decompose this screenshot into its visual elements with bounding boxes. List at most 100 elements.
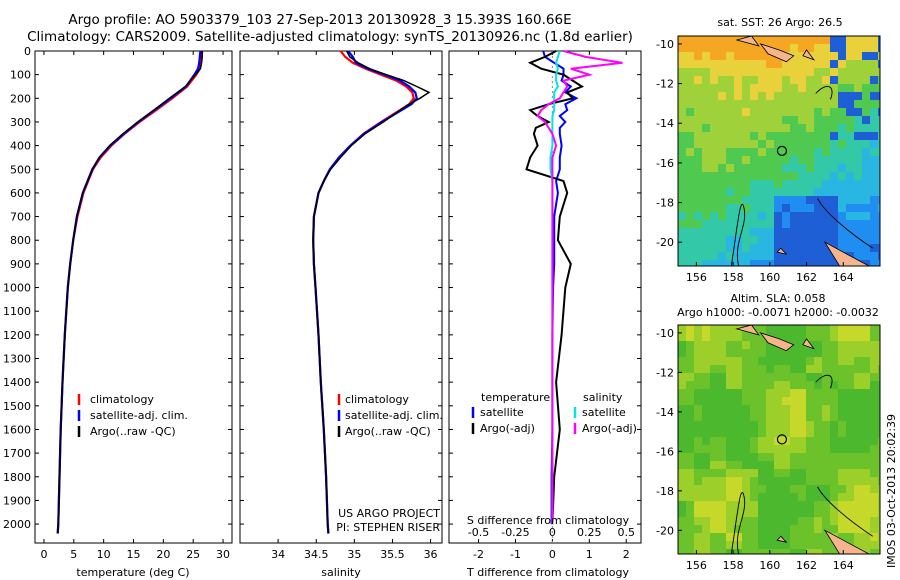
map-cell bbox=[742, 461, 750, 469]
map-cell bbox=[734, 349, 742, 357]
map-cell bbox=[734, 357, 742, 365]
map-cell bbox=[678, 421, 686, 429]
map-cell bbox=[742, 100, 750, 108]
map-cell bbox=[814, 469, 822, 477]
map-cell bbox=[782, 156, 790, 164]
map-cell bbox=[806, 236, 814, 244]
map-cell bbox=[798, 333, 806, 341]
map-cell bbox=[814, 389, 822, 397]
map-cell bbox=[870, 389, 878, 397]
map-cell bbox=[862, 381, 870, 389]
map-cell bbox=[870, 172, 878, 180]
map-cell bbox=[854, 525, 862, 533]
salinity-series-line bbox=[312, 50, 431, 534]
map-cell bbox=[854, 36, 862, 44]
map-cell bbox=[806, 164, 814, 172]
map-cell bbox=[766, 325, 774, 333]
map-cell bbox=[710, 84, 718, 92]
map-cell bbox=[870, 405, 878, 413]
map-cell bbox=[774, 477, 782, 485]
map-cell bbox=[678, 148, 686, 156]
map-cell bbox=[854, 140, 862, 148]
map-cell bbox=[806, 453, 814, 461]
map-cell bbox=[726, 349, 734, 357]
map-cell bbox=[878, 84, 880, 92]
map-cell bbox=[870, 437, 878, 445]
map-cell bbox=[718, 100, 726, 108]
depth-tick-label: 500 bbox=[10, 163, 31, 176]
map-cell bbox=[798, 148, 806, 156]
map-cell bbox=[854, 533, 862, 541]
map-cell bbox=[798, 44, 806, 52]
map-cell bbox=[806, 220, 814, 228]
title-line-1: Argo profile: AO 5903379_103 27-Sep-2013… bbox=[68, 12, 572, 28]
map-cell bbox=[710, 485, 718, 493]
map-cell bbox=[838, 493, 846, 501]
map-cell bbox=[862, 453, 870, 461]
map-cell bbox=[734, 212, 742, 220]
map-cell bbox=[782, 373, 790, 381]
map-cell bbox=[846, 220, 854, 228]
map-cell bbox=[774, 60, 782, 68]
map-cell bbox=[870, 260, 878, 266]
map-cell bbox=[854, 469, 862, 477]
map-cell bbox=[774, 453, 782, 461]
map-cell bbox=[710, 196, 718, 204]
map-cell bbox=[790, 357, 798, 365]
map-cell bbox=[758, 36, 766, 44]
map-cell bbox=[814, 381, 822, 389]
map-cell bbox=[678, 405, 686, 413]
map-cell bbox=[822, 108, 830, 116]
map-cell bbox=[806, 156, 814, 164]
depth-contour bbox=[815, 86, 833, 100]
map-cell bbox=[838, 172, 846, 180]
map-cell bbox=[782, 469, 790, 477]
map-cell bbox=[822, 116, 830, 124]
map-xtick-label: 164 bbox=[833, 559, 854, 572]
map-cell bbox=[870, 365, 878, 373]
map-cell bbox=[846, 509, 854, 517]
map-cell bbox=[726, 477, 734, 485]
map-cell bbox=[838, 52, 846, 60]
map-xtick-label: 162 bbox=[796, 559, 817, 572]
map-cell bbox=[854, 477, 862, 485]
map-cell bbox=[734, 381, 742, 389]
map-cell bbox=[806, 389, 814, 397]
map-cell bbox=[862, 461, 870, 469]
map-cell bbox=[710, 405, 718, 413]
map-cell bbox=[710, 140, 718, 148]
map-cell bbox=[790, 76, 798, 84]
map-cell bbox=[702, 421, 710, 429]
map-cell bbox=[774, 533, 782, 541]
map-cell bbox=[766, 349, 774, 357]
map-cell bbox=[798, 180, 806, 188]
map-cell bbox=[798, 36, 806, 44]
map-cell bbox=[750, 357, 758, 365]
map-cell bbox=[750, 461, 758, 469]
map-cell bbox=[766, 477, 774, 485]
map-cell bbox=[822, 493, 830, 501]
map-cell bbox=[878, 220, 880, 228]
map-cell bbox=[854, 341, 862, 349]
map-cell bbox=[758, 60, 766, 68]
map-cell bbox=[734, 108, 742, 116]
land-polygon bbox=[776, 247, 788, 255]
map-cell bbox=[798, 172, 806, 180]
map-cell bbox=[686, 220, 694, 228]
map-cell bbox=[678, 461, 686, 469]
map-cell bbox=[822, 212, 830, 220]
map-ytick-label: -20 bbox=[656, 524, 674, 537]
map-cell bbox=[694, 60, 702, 68]
map-cell bbox=[758, 437, 766, 445]
map-cell bbox=[758, 140, 766, 148]
map-cell bbox=[862, 92, 870, 100]
map-cell bbox=[686, 357, 694, 365]
map-cell bbox=[718, 188, 726, 196]
map-cell bbox=[734, 172, 742, 180]
map-cell bbox=[758, 108, 766, 116]
map-cell bbox=[822, 445, 830, 453]
map-cell bbox=[838, 389, 846, 397]
map-cell bbox=[750, 252, 758, 260]
map-cell bbox=[678, 365, 686, 373]
map-cell bbox=[846, 381, 854, 389]
